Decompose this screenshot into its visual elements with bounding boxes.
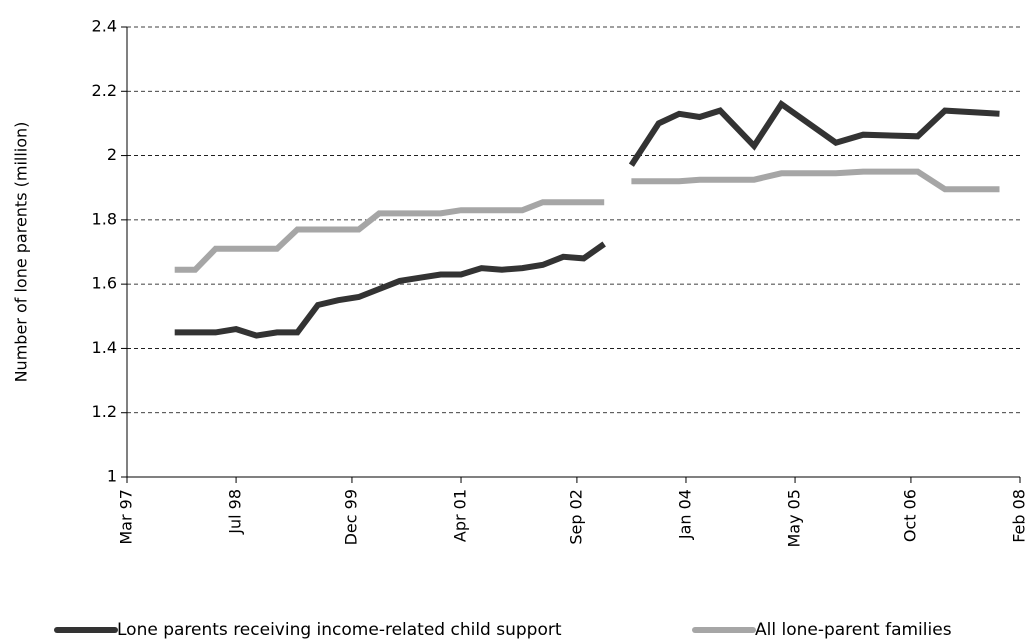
x-tick-label: Mar 97 — [117, 489, 136, 545]
y-tick-label: 2.4 — [92, 17, 117, 36]
legend-label: All lone-parent families — [755, 620, 952, 640]
y-tick-label: 1 — [107, 467, 117, 486]
x-tick-label: Apr 01 — [451, 489, 470, 542]
series-line — [174, 168, 1000, 273]
x-tick-label: Dec 99 — [341, 489, 360, 545]
x-tick-label: Sep 02 — [566, 489, 585, 545]
x-tick-label: Jul 98 — [226, 489, 245, 535]
legend-label: Lone parents receiving income-related ch… — [117, 620, 562, 640]
x-tick-label: Feb 08 — [1010, 489, 1027, 543]
y-tick-label: 1.2 — [92, 402, 117, 421]
y-tick-label: 1.8 — [92, 209, 117, 228]
x-tick-label: May 05 — [785, 489, 804, 548]
y-axis-label: Number of lone parents (million) — [12, 122, 31, 383]
series-line — [174, 99, 1000, 339]
y-tick-label: 2 — [107, 145, 117, 164]
x-tick-label: Jan 04 — [675, 489, 694, 540]
y-tick-label: 1.6 — [92, 274, 117, 293]
x-tick-label: Oct 06 — [900, 489, 919, 542]
y-tick-label: 2.2 — [92, 81, 117, 100]
y-tick-label: 1.4 — [92, 338, 117, 357]
